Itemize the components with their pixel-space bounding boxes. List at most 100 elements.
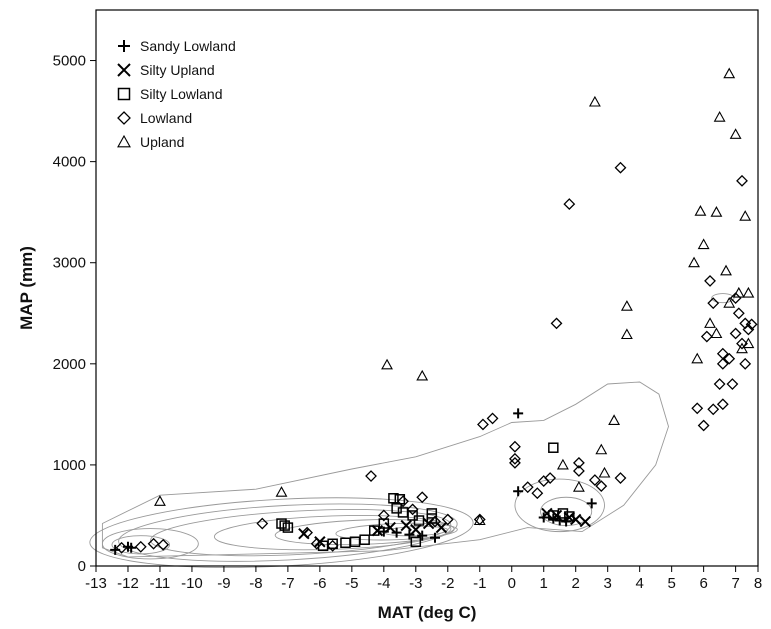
legend: Sandy Lowland Silty Upland Silty Lowland Lo… [117, 38, 236, 150]
lowland-point [256, 517, 269, 530]
lowland-point [509, 452, 521, 465]
lowland-point [301, 526, 313, 539]
lowland-point [310, 537, 323, 550]
lowland-point [521, 481, 534, 494]
legend-marker-silty-upland [117, 63, 131, 77]
contour-ring [111, 535, 171, 555]
contour-ring [514, 478, 605, 533]
lowland-point [723, 352, 736, 365]
upland-point [736, 342, 748, 354]
upland-point [720, 264, 732, 276]
lowland-point [441, 513, 454, 526]
upland-point [710, 327, 723, 339]
contour-envelope [101, 381, 669, 558]
lowland-point [595, 480, 608, 493]
x-tick-label: 3 [604, 575, 612, 592]
lowland-point [707, 297, 720, 310]
lowland-point [365, 470, 377, 482]
upland-point [416, 369, 429, 381]
legend-label-sandy-lowland: Sandy Lowland [140, 38, 236, 54]
x-tick-label: -3 [409, 575, 422, 592]
lowland-point [736, 337, 748, 350]
sandy-lowland-point [404, 529, 415, 540]
lowland-point [429, 515, 441, 528]
y-axis-ticks: 0 1000 2000 3000 4000 5000 [53, 53, 96, 575]
legend-label-lowland: Lowland [140, 110, 192, 126]
upland-point [556, 458, 569, 470]
lowland-point [707, 403, 720, 416]
x-tick-label: 1 [540, 575, 548, 592]
x-tick-label: -5 [345, 575, 358, 592]
lowland-point [377, 509, 390, 522]
silty-lowland-point [359, 534, 370, 545]
upland-point [729, 128, 742, 139]
silty-lowland-point [368, 525, 380, 536]
y-tick-label: 2000 [53, 356, 86, 373]
sandy-lowland-point [391, 527, 402, 538]
silty-lowland-point [282, 522, 294, 533]
lowland-point [742, 323, 755, 336]
upland-point [688, 256, 700, 268]
upland-point [620, 328, 633, 340]
upland-point [588, 95, 601, 107]
upland-point [742, 286, 755, 298]
x-tick-label: 5 [667, 575, 675, 592]
lowland-point [732, 307, 745, 320]
sandy-lowland-point [126, 542, 137, 553]
lowland-point [614, 161, 627, 174]
upland-point [742, 337, 755, 349]
upland-point [704, 317, 716, 328]
legend-marker-silty-lowland [117, 87, 131, 101]
silty-lowland-point [413, 515, 425, 526]
upland-point [381, 358, 393, 370]
lowland-point [572, 465, 585, 477]
x-tick-label: -1 [473, 575, 486, 592]
contour-ring [150, 509, 452, 557]
lowland-point [157, 538, 170, 551]
x-tick-label: 0 [508, 575, 516, 592]
lowland-point [729, 327, 742, 340]
upland-point [694, 205, 707, 216]
lowland-point [416, 491, 429, 504]
x-tick-label: 2 [572, 575, 580, 592]
upland-point [595, 443, 608, 455]
sandy-lowland-point [513, 408, 524, 419]
lowland-point [697, 419, 710, 432]
upland-point [710, 206, 723, 217]
upland-point [473, 514, 486, 526]
legend-marker-upland [117, 134, 131, 148]
lowland-point [572, 456, 585, 469]
contour-ring [711, 293, 735, 304]
silty-lowland-point [388, 493, 399, 504]
silty-upland-point [410, 523, 422, 536]
upland-point [275, 486, 288, 497]
upland-point [572, 481, 585, 492]
lowland-point [588, 474, 601, 486]
silty-lowland-point [410, 536, 422, 547]
x-tick-label: 4 [635, 575, 643, 592]
y-tick-label: 0 [78, 558, 86, 575]
upland-point [620, 300, 633, 311]
lowland-point [147, 537, 160, 550]
lowland-point [713, 378, 726, 390]
x-tick-label: -4 [377, 575, 390, 592]
lowland-point [486, 412, 499, 425]
x-tick-label: -12 [117, 575, 139, 592]
lowland-point [397, 495, 409, 508]
lowland-point [509, 456, 521, 469]
lowland-point [745, 318, 758, 331]
y-tick-label: 4000 [53, 154, 86, 171]
lowland-point [704, 275, 716, 287]
silty-lowland-point [426, 508, 438, 519]
lowland-point [736, 174, 748, 187]
lowland-point [509, 440, 521, 453]
lowland-point [739, 357, 752, 370]
data-points [110, 67, 758, 555]
lowland-point [700, 330, 713, 343]
upland-point [713, 111, 726, 122]
legend-label-upland: Upland [140, 134, 184, 150]
y-tick-label: 1000 [53, 457, 86, 474]
lowland-point [729, 292, 742, 305]
x-tick-label: -2 [441, 575, 454, 592]
